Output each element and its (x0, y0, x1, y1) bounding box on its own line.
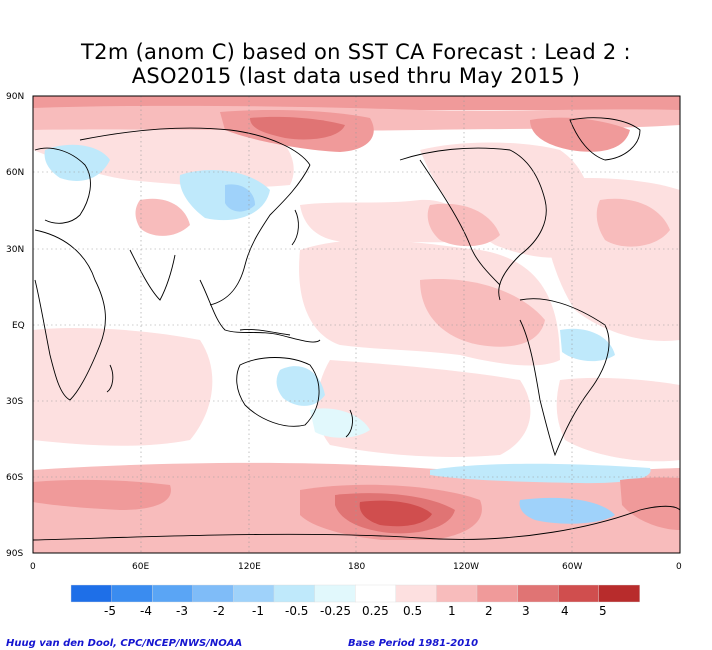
cool-band-southern-ocean (430, 463, 651, 484)
colorbar-swatch (476, 584, 519, 603)
coastline-asia-east (209, 164, 311, 306)
colorbar-label: 4 (561, 604, 569, 618)
colorbar-label: -0.5 (285, 604, 309, 618)
colorbar-swatch (517, 584, 559, 603)
warm-max-ross-sea (359, 500, 432, 527)
lat-label-60s: 60S (6, 473, 24, 483)
warm-region-east-antarctica (620, 477, 680, 530)
lon-label-60w: 60W (562, 562, 583, 572)
colorbar-swatch (192, 584, 234, 603)
warm-region-south-pacific (316, 360, 531, 457)
colorbar-label: 3 (522, 604, 530, 618)
colorbar-label: -5 (104, 604, 116, 618)
warm-core-greenland (530, 117, 630, 152)
colorbar (70, 584, 640, 603)
lat-label-60n: 60N (6, 168, 25, 178)
lat-label-30n: 30N (6, 245, 25, 255)
colorbar-label: 5 (599, 604, 607, 618)
chart-title-line1: T2m (anom C) based on SST CA Forecast : … (81, 40, 631, 64)
warm-core-central-asia (135, 198, 190, 236)
colorbar-label: -4 (140, 604, 152, 618)
coastline-eurasia-north (79, 127, 311, 166)
lon-label-180: 180 (348, 562, 366, 572)
coastline-india (129, 249, 176, 301)
colorbar-label: -0.25 (320, 604, 352, 618)
coastline-madagascar (106, 364, 114, 393)
colorbar-label: 2 (485, 604, 493, 618)
coastline-antarctica (33, 505, 680, 541)
coastline-greenland (569, 117, 641, 161)
credit-author: Huug van den Dool, CPC/NCEP/NWS/NOAA (6, 638, 243, 649)
coastline-south-america (519, 298, 610, 457)
colorbar-swatch (273, 584, 316, 603)
colorbar-label: 1 (448, 604, 456, 618)
colorbar-swatch (355, 584, 397, 603)
coastline-north-america (399, 147, 547, 301)
colorbar-swatch (233, 584, 275, 603)
colorbar-label: -2 (213, 604, 225, 618)
cool-region-south-america (560, 328, 615, 362)
colorbar-swatch (151, 584, 194, 603)
warm-band-antarctica (33, 540, 680, 553)
lon-label-0-east: 0 (676, 562, 682, 572)
anomaly-field (33, 96, 680, 553)
colorbar-swatch (436, 584, 478, 603)
coastline-southeast-asia (199, 279, 321, 343)
coastline-new-zealand (345, 409, 353, 438)
coastline-europe (34, 147, 91, 224)
lon-label-120e: 120E (238, 562, 261, 572)
warm-peak-siberia (250, 116, 345, 140)
coastline-australia (236, 357, 320, 427)
lon-label-0: 0 (30, 562, 36, 572)
cool-region-australia (276, 366, 325, 406)
coastlines (33, 117, 680, 541)
coastline-north-america-west (419, 159, 501, 286)
coastline-japan (291, 209, 299, 246)
warm-core-north-pacific (427, 203, 500, 247)
cool-region-south-pacific (310, 408, 370, 438)
colorbar-swatch (70, 584, 113, 603)
cool-core-south-atlantic (519, 497, 615, 524)
warm-core-atlantic (596, 198, 670, 247)
lat-label-90n: 90N (6, 92, 25, 102)
colorbar-swatch (558, 584, 600, 603)
colorbar-label: -1 (252, 604, 264, 618)
warm-region-indian-ocean (33, 328, 213, 446)
map-frame (32, 95, 681, 554)
colorbar-swatch (598, 584, 640, 603)
colorbar-label: 0.5 (403, 604, 423, 618)
colorbar-swatch (314, 584, 356, 603)
lat-label-30s: 30S (6, 397, 24, 407)
warm-region-south-atlantic (556, 377, 680, 462)
credit-base-period: Base Period 1981-2010 (348, 638, 479, 649)
lat-label-90s: 90S (6, 549, 24, 559)
lon-label-120w: 120W (453, 562, 480, 572)
colorbar-label: 0.25 (362, 604, 389, 618)
warm-core-southern-ocean (33, 479, 171, 510)
coastline-indonesia (239, 329, 291, 336)
lat-label-eq: EQ (12, 321, 25, 331)
colorbar-swatch (111, 584, 153, 603)
colorbar-swatch (395, 584, 437, 603)
colorbar-label: -3 (176, 604, 188, 618)
cool-core-east-asia (225, 184, 255, 212)
coastline-africa (34, 229, 106, 401)
lon-label-60e: 60E (132, 562, 150, 572)
warm-core-east-pacific (420, 279, 545, 347)
chart-title-line2: ASO2015 (last data used thru May 2015 ) (131, 64, 581, 88)
warm-region-north-pacific (300, 199, 466, 243)
